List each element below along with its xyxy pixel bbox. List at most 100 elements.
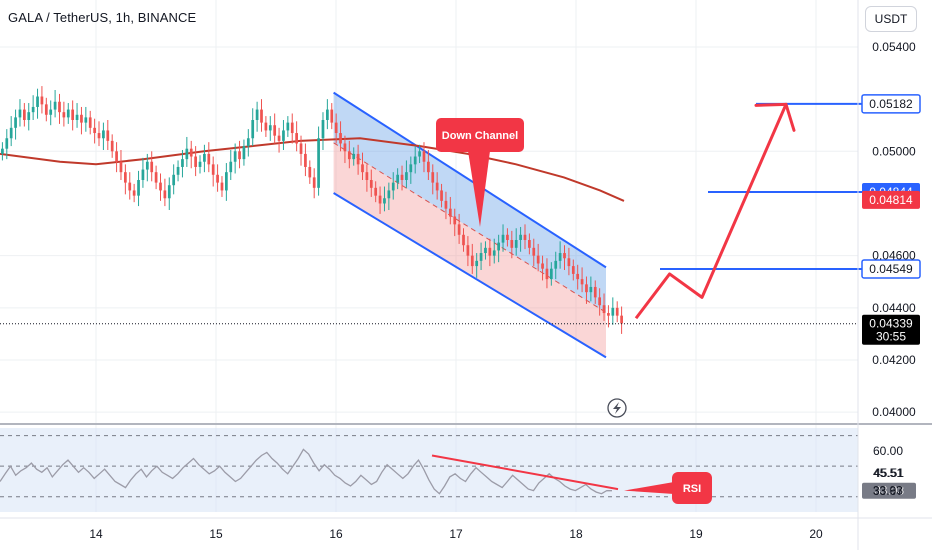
candle-body xyxy=(27,112,31,120)
candle xyxy=(343,135,347,164)
candle-body xyxy=(326,109,329,120)
candle-body xyxy=(154,172,158,183)
candle-body xyxy=(128,182,132,191)
y-tick-label: 0.04200 xyxy=(872,353,916,367)
candle xyxy=(409,156,413,184)
price-label-box xyxy=(861,94,921,114)
candle xyxy=(554,251,558,280)
x-tick-label: 18 xyxy=(569,527,583,541)
candle xyxy=(440,183,443,208)
candle-body xyxy=(523,234,527,240)
candle-body xyxy=(1,148,4,154)
candle-body xyxy=(339,133,342,144)
candle-body xyxy=(611,307,615,316)
candle-body xyxy=(290,122,294,134)
candle-body xyxy=(145,161,149,170)
candle xyxy=(246,129,250,157)
candle-body xyxy=(620,315,623,324)
candle-body xyxy=(519,234,522,240)
candle-body xyxy=(238,151,241,160)
candle-body xyxy=(194,156,197,167)
price-axis-label: 0.04549 xyxy=(861,259,921,279)
candle xyxy=(602,293,606,321)
candle-body xyxy=(58,101,61,113)
candle xyxy=(330,103,334,130)
candle xyxy=(514,228,518,256)
candle-body xyxy=(352,153,356,160)
candle xyxy=(352,147,356,166)
candle xyxy=(615,301,619,323)
channel-upper-line[interactable] xyxy=(333,91,607,269)
candle-body xyxy=(444,200,448,209)
arrowhead-right xyxy=(784,102,796,132)
channel-lower-fill xyxy=(333,142,606,358)
candle xyxy=(264,116,268,137)
candle xyxy=(176,160,180,182)
arrowhead-left xyxy=(754,102,788,107)
candle xyxy=(361,152,364,180)
callout-box xyxy=(436,118,524,152)
candle-body xyxy=(167,185,171,199)
candle-body xyxy=(405,172,408,180)
rsi-callout-label: RSI xyxy=(683,483,701,495)
candle-body xyxy=(286,122,290,131)
rsi-callout[interactable]: RSI xyxy=(624,472,712,504)
price-axis-label: 0.05182 xyxy=(861,94,921,114)
price-label-text: 0.04549 xyxy=(869,262,913,276)
candle-body xyxy=(110,140,114,152)
moving-average xyxy=(0,137,625,202)
channel-lower-line[interactable] xyxy=(333,192,607,359)
candle-body xyxy=(484,247,487,254)
candle xyxy=(233,143,237,174)
candle xyxy=(1,142,4,161)
candle-body xyxy=(369,180,373,188)
rsi-label-text: 33.93 xyxy=(874,484,904,498)
candle xyxy=(321,112,325,150)
projection-path[interactable] xyxy=(634,103,788,320)
price-label-box xyxy=(862,190,920,209)
annotations[interactable]: Down Channel RSI xyxy=(436,118,712,504)
candle-body xyxy=(549,268,553,280)
candle xyxy=(203,144,206,173)
candle-body xyxy=(514,240,518,248)
price-label-box xyxy=(861,259,921,279)
candle xyxy=(185,136,189,167)
candle xyxy=(163,178,167,207)
down-channel-callout[interactable]: Down Channel xyxy=(436,118,524,227)
y-tick-label: 0.04400 xyxy=(872,301,916,315)
lightning-icon[interactable] xyxy=(607,398,627,418)
candle xyxy=(40,86,44,114)
currency-button[interactable]: USDT xyxy=(865,6,917,32)
candle xyxy=(145,153,149,182)
candle-body xyxy=(448,208,452,217)
candle-body xyxy=(409,164,413,173)
candle xyxy=(427,150,430,180)
symbol-title: GALA / TetherUS, 1h, BINANCE xyxy=(8,10,197,25)
rsi-callout-box xyxy=(672,472,712,504)
rsi-tick-label: 33.67 xyxy=(873,484,903,498)
candle xyxy=(225,163,228,201)
candle-body xyxy=(159,182,162,191)
price-label-text: 0.05182 xyxy=(869,97,913,111)
rsi-band-fill xyxy=(0,428,858,512)
projection-arrow[interactable] xyxy=(634,102,796,320)
candle-body xyxy=(615,307,619,316)
candle xyxy=(251,108,255,147)
candle xyxy=(492,238,496,264)
candle-body xyxy=(457,224,461,235)
x-tick-label: 20 xyxy=(809,527,823,541)
candle xyxy=(255,101,259,132)
candle xyxy=(317,126,320,196)
candle-body xyxy=(334,122,338,134)
candle xyxy=(312,168,316,199)
rsi-trendline[interactable] xyxy=(431,454,619,491)
price-label-text: 0.04814 xyxy=(869,193,913,207)
down-channel-label: Down Channel xyxy=(442,130,518,142)
candle xyxy=(598,288,602,316)
y-tick-label: 0.05000 xyxy=(872,144,916,158)
candle-body xyxy=(216,174,219,183)
candle-body xyxy=(5,138,9,149)
